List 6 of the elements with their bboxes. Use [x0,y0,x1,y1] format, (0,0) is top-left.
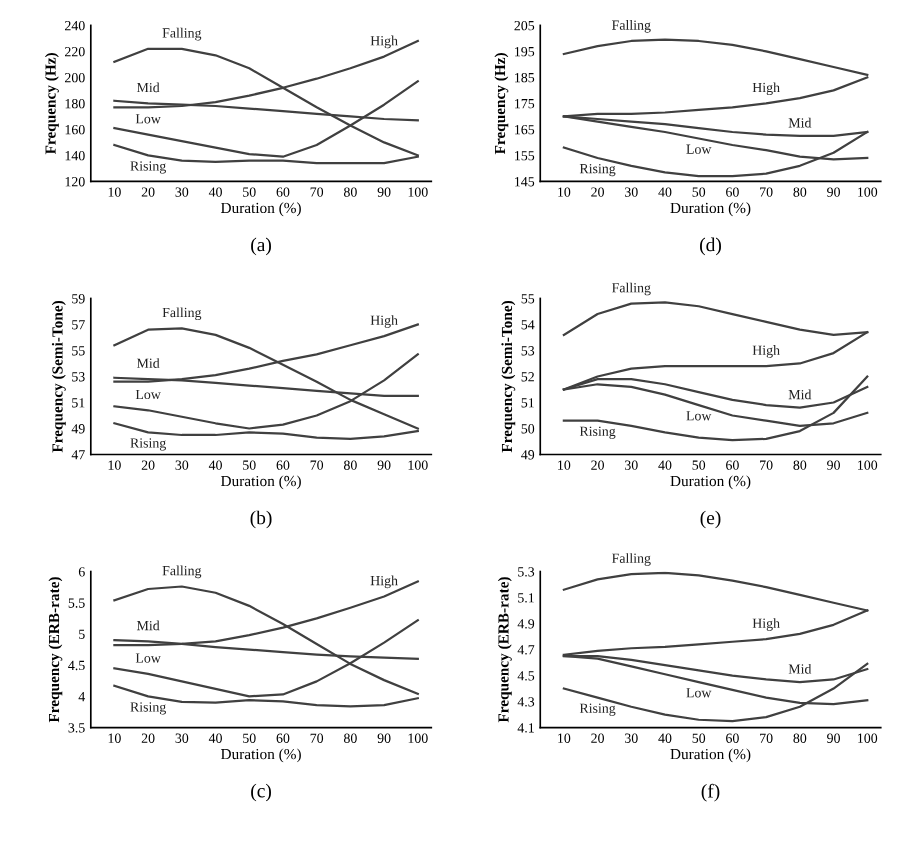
text: (a) [251,237,271,256]
text: (f) [701,783,720,802]
text: (e) [700,510,721,529]
text: (c) [251,783,271,802]
text: (d) [700,237,721,256]
text: (b) [250,510,272,529]
